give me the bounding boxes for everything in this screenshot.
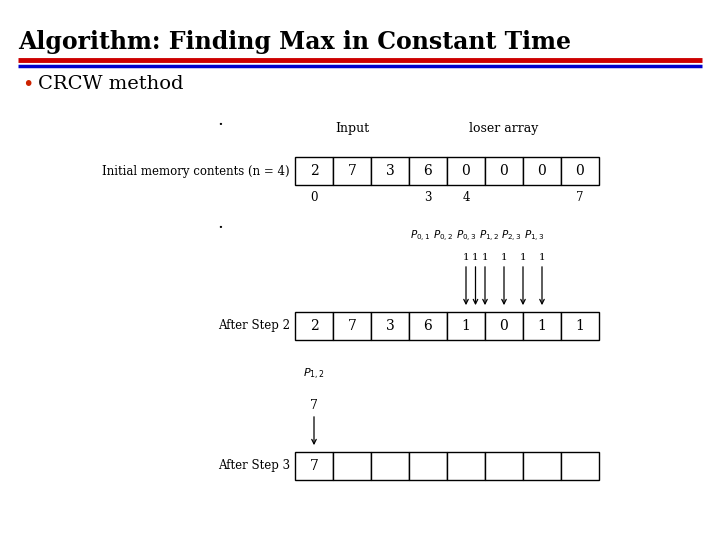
Text: 6: 6 (423, 164, 433, 178)
Text: 7: 7 (576, 191, 584, 204)
Bar (295, 312, 333, 340)
Bar (447, 312, 485, 340)
Bar (295, 157, 333, 185)
Text: 7: 7 (348, 164, 356, 178)
Text: $P_{1,2}$: $P_{1,2}$ (303, 367, 325, 382)
Bar (295, 452, 333, 480)
Bar (333, 452, 371, 480)
Text: CRCW method: CRCW method (38, 75, 184, 93)
Text: Algorithm: Finding Max in Constant Time: Algorithm: Finding Max in Constant Time (18, 30, 571, 54)
Bar (485, 312, 523, 340)
Text: 1: 1 (472, 253, 479, 262)
Bar (409, 312, 447, 340)
Text: 1: 1 (500, 253, 508, 262)
Text: 1: 1 (539, 253, 545, 262)
Bar (485, 157, 523, 185)
Text: 3: 3 (386, 164, 395, 178)
Text: $P_{2,3}$: $P_{2,3}$ (501, 229, 522, 244)
Text: 4: 4 (462, 191, 469, 204)
Bar (371, 452, 409, 480)
Text: 1: 1 (538, 319, 546, 333)
Text: After Step 3: After Step 3 (218, 460, 290, 472)
Bar (561, 452, 599, 480)
Bar (333, 312, 371, 340)
Text: After Step 2: After Step 2 (218, 320, 290, 333)
Bar (371, 312, 409, 340)
Text: 3: 3 (424, 191, 432, 204)
Text: 2: 2 (310, 319, 318, 333)
Bar (447, 157, 485, 185)
Text: $P_{0,1}$: $P_{0,1}$ (410, 229, 431, 244)
Bar (333, 157, 371, 185)
Bar (523, 452, 561, 480)
Bar (523, 157, 561, 185)
Text: 3: 3 (386, 319, 395, 333)
Text: 0: 0 (500, 164, 508, 178)
Text: Initial memory contents (n = 4): Initial memory contents (n = 4) (102, 165, 290, 178)
Text: 0: 0 (462, 164, 470, 178)
Text: 1: 1 (482, 253, 488, 262)
Text: 1: 1 (520, 253, 526, 262)
Bar (371, 157, 409, 185)
Bar (485, 452, 523, 480)
Bar (409, 452, 447, 480)
Text: 1: 1 (462, 319, 470, 333)
Bar (523, 312, 561, 340)
Text: Input: Input (335, 122, 369, 135)
Text: 7: 7 (310, 399, 318, 412)
Text: $P_{0,3}$: $P_{0,3}$ (456, 229, 477, 244)
Text: loser array: loser array (469, 122, 539, 135)
Text: .: . (217, 111, 223, 129)
Text: .: . (217, 214, 223, 232)
Bar (561, 312, 599, 340)
Text: •: • (22, 75, 33, 94)
Text: 6: 6 (423, 319, 433, 333)
Text: 1: 1 (463, 253, 469, 262)
Text: 0: 0 (575, 164, 585, 178)
Text: 0: 0 (500, 319, 508, 333)
Text: 7: 7 (348, 319, 356, 333)
Text: 0: 0 (538, 164, 546, 178)
Bar (447, 452, 485, 480)
Text: 0: 0 (310, 191, 318, 204)
Text: 2: 2 (310, 164, 318, 178)
Text: $P_{1,2}$: $P_{1,2}$ (479, 229, 499, 244)
Text: 7: 7 (310, 459, 318, 473)
Text: $P_{0,2}$: $P_{0,2}$ (433, 229, 454, 244)
Text: $P_{1,3}$: $P_{1,3}$ (524, 229, 545, 244)
Bar (561, 157, 599, 185)
Bar (409, 157, 447, 185)
Text: 1: 1 (575, 319, 585, 333)
